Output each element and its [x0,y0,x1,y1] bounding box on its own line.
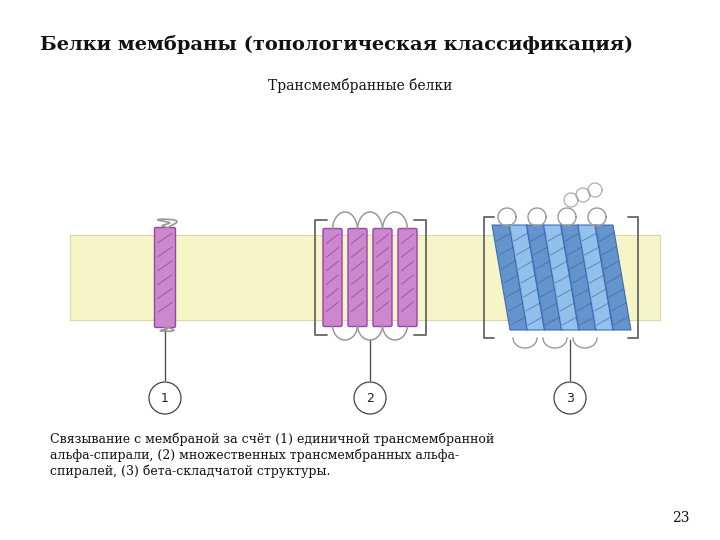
Polygon shape [544,225,580,330]
FancyBboxPatch shape [348,228,367,327]
Circle shape [554,382,586,414]
FancyBboxPatch shape [398,228,417,327]
Text: 23: 23 [672,511,690,525]
Text: Связывание с мембраной за счёт (1) единичной трансмембранной: Связывание с мембраной за счёт (1) едини… [50,432,494,445]
Text: Белки мембраны (топологическая классификация): Белки мембраны (топологическая классифик… [40,35,633,54]
Text: спиралей, (3) бета-складчатой структуры.: спиралей, (3) бета-складчатой структуры. [50,464,330,477]
Polygon shape [509,225,545,330]
Bar [70,235,660,320]
Polygon shape [526,225,562,330]
Text: Трансмембранные белки: Трансмембранные белки [268,78,452,93]
Text: 2: 2 [366,392,374,404]
Text: альфа-спирали, (2) множественных трансмембранных альфа-: альфа-спирали, (2) множественных трансме… [50,448,459,462]
Text: 3: 3 [566,392,574,404]
Polygon shape [595,225,631,330]
Text: 1: 1 [161,392,169,404]
FancyBboxPatch shape [323,228,342,327]
FancyBboxPatch shape [155,227,176,327]
Circle shape [354,382,386,414]
Polygon shape [577,225,614,330]
Polygon shape [561,225,597,330]
Circle shape [149,382,181,414]
Polygon shape [492,225,528,330]
FancyBboxPatch shape [373,228,392,327]
